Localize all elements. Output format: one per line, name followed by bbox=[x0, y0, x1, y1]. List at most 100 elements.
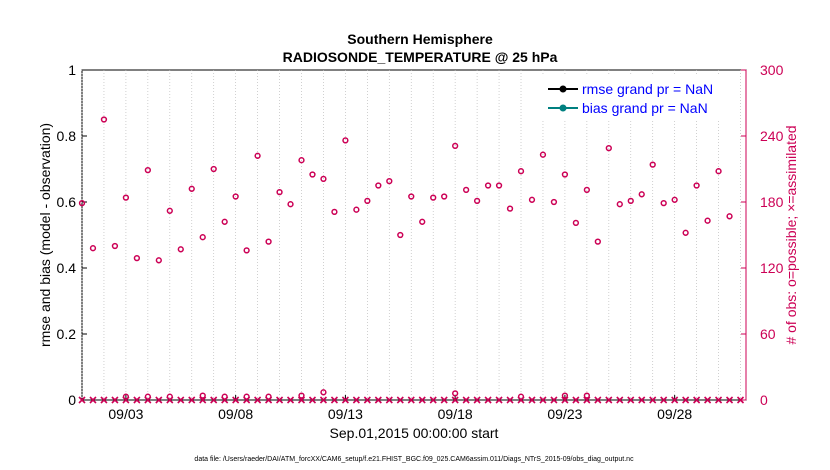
possible-obs-marker bbox=[144, 166, 152, 174]
assimilated-obs-marker bbox=[286, 396, 295, 404]
possible-obs-marker bbox=[265, 238, 272, 245]
possible-obs-marker bbox=[561, 392, 569, 399]
possible-obs-marker bbox=[616, 201, 623, 208]
assimilated-obs-marker bbox=[484, 396, 492, 404]
possible-obs-marker bbox=[517, 168, 525, 175]
assimilated-obs-marker bbox=[385, 396, 393, 404]
assimilated-obs-marker bbox=[682, 396, 690, 404]
possible-obs-marker bbox=[660, 199, 667, 207]
assimilated-obs-marker bbox=[462, 396, 470, 404]
possible-obs-marker bbox=[386, 177, 393, 185]
left-y-ticks: 0 0.2 0.4 0.6 0.8 1 bbox=[57, 62, 87, 408]
right-y-ticks: 0 60 120 180 240 300 bbox=[741, 62, 784, 408]
assimilated-obs-marker bbox=[374, 396, 382, 404]
legend: rmse grand pr = NaN bias grand pr = NaN bbox=[542, 76, 740, 120]
assimilated-obs-marker bbox=[440, 396, 448, 404]
x-ticks: 09/03 09/08 09/13 09/18 09/23 09/28 bbox=[108, 395, 692, 422]
possible-obs-marker bbox=[199, 392, 206, 399]
x-tick-label: 09/23 bbox=[547, 406, 582, 422]
possible-obs-marker bbox=[627, 197, 634, 205]
possible-obs-marker bbox=[419, 218, 426, 225]
assimilated-obs-marker bbox=[638, 396, 646, 404]
assimilated-obs-marker bbox=[649, 396, 657, 404]
assimilated-obs-marker bbox=[232, 396, 240, 404]
assimilated-obs-marker bbox=[111, 396, 119, 404]
assimilated-obs-marker bbox=[550, 396, 558, 404]
right-y-axis-label: # of obs: o=possible; ×=assimilated bbox=[783, 125, 799, 344]
data-marks bbox=[78, 116, 745, 404]
assimilated-obs-marker bbox=[133, 396, 141, 404]
possible-obs-marker bbox=[726, 213, 733, 220]
possible-obs-marker bbox=[594, 238, 601, 245]
possible-obs-marker bbox=[166, 393, 173, 400]
assimilated-obs-marker bbox=[330, 396, 338, 404]
legend-marker-rmse bbox=[559, 85, 567, 93]
legend-label-rmse: rmse grand pr = NaN bbox=[582, 81, 713, 97]
possible-obs-marker bbox=[452, 142, 459, 150]
x-tick-label: 09/28 bbox=[657, 406, 692, 422]
assimilated-obs-marker bbox=[506, 396, 514, 404]
possible-obs-marker bbox=[122, 393, 130, 400]
possible-obs-marker bbox=[232, 193, 239, 200]
assimilated-obs-marker bbox=[275, 396, 284, 404]
legend-item-rmse: rmse grand pr = NaN bbox=[548, 81, 713, 97]
legend-marker-bias bbox=[559, 104, 567, 112]
assimilated-obs-marker bbox=[100, 396, 108, 404]
possible-obs-marker bbox=[671, 196, 678, 203]
possible-obs-marker bbox=[375, 182, 382, 189]
left-y-tick-label: 0.4 bbox=[57, 260, 77, 276]
right-y-tick-label: 240 bbox=[760, 128, 784, 144]
possible-obs-marker bbox=[177, 246, 184, 253]
left-y-axis-label: rmse and bias (model - observation) bbox=[37, 123, 53, 347]
possible-obs-marker bbox=[155, 257, 162, 264]
assimilated-obs-marker bbox=[210, 396, 218, 404]
assimilated-obs-marker bbox=[528, 396, 536, 404]
legend-label-bias: bias grand pr = NaN bbox=[582, 100, 708, 116]
possible-obs-marker bbox=[210, 165, 217, 173]
possible-obs-marker bbox=[495, 182, 503, 189]
assimilated-obs-marker bbox=[693, 396, 701, 404]
possible-obs-marker bbox=[397, 231, 404, 239]
possible-obs-marker bbox=[462, 186, 470, 194]
possible-obs-marker bbox=[298, 157, 305, 164]
assimilated-obs-marker bbox=[352, 396, 360, 404]
left-y-tick-label: 0.6 bbox=[57, 194, 77, 210]
assimilated-obs-marker bbox=[594, 396, 602, 404]
possible-obs-marker bbox=[221, 393, 228, 400]
left-y-tick-label: 0 bbox=[68, 392, 76, 408]
possible-obs-marker bbox=[452, 390, 459, 397]
possible-obs-marker bbox=[254, 152, 261, 159]
right-y-tick-label: 300 bbox=[760, 62, 784, 78]
left-y-tick-label: 1 bbox=[68, 62, 76, 78]
chart-title: Southern Hemisphere bbox=[347, 31, 493, 47]
assimilated-obs-marker bbox=[89, 396, 97, 404]
possible-obs-marker bbox=[715, 168, 722, 175]
possible-obs-marker bbox=[353, 206, 360, 213]
assimilated-obs-marker bbox=[605, 396, 613, 404]
possible-obs-marker bbox=[199, 234, 206, 241]
assimilated-obs-marker bbox=[341, 396, 349, 404]
assimilated-obs-marker bbox=[725, 396, 734, 404]
possible-obs-marker bbox=[550, 198, 558, 206]
possible-obs-marker bbox=[133, 254, 141, 262]
possible-obs-marker bbox=[89, 245, 97, 252]
plot-area bbox=[81, 69, 747, 401]
assimilated-obs-marker bbox=[451, 396, 459, 404]
possible-obs-marker bbox=[682, 229, 689, 236]
assimilated-obs-marker bbox=[155, 396, 163, 404]
right-y-tick-label: 60 bbox=[760, 326, 776, 342]
right-y-tick-label: 120 bbox=[760, 260, 784, 276]
possible-obs-marker bbox=[166, 207, 173, 214]
assimilated-obs-marker bbox=[473, 396, 481, 404]
possible-obs-marker bbox=[221, 218, 228, 225]
x-tick-label: 09/03 bbox=[108, 406, 143, 422]
assimilated-obs-marker bbox=[254, 396, 262, 404]
right-y-tick-label: 180 bbox=[760, 194, 784, 210]
assimilated-obs-marker bbox=[78, 396, 86, 404]
assimilated-obs-marker bbox=[495, 396, 503, 404]
right-y-tick-label: 0 bbox=[760, 392, 768, 408]
assimilated-obs-marker bbox=[616, 396, 624, 404]
assimilated-obs-marker bbox=[660, 396, 668, 404]
possible-obs-marker bbox=[188, 185, 195, 192]
